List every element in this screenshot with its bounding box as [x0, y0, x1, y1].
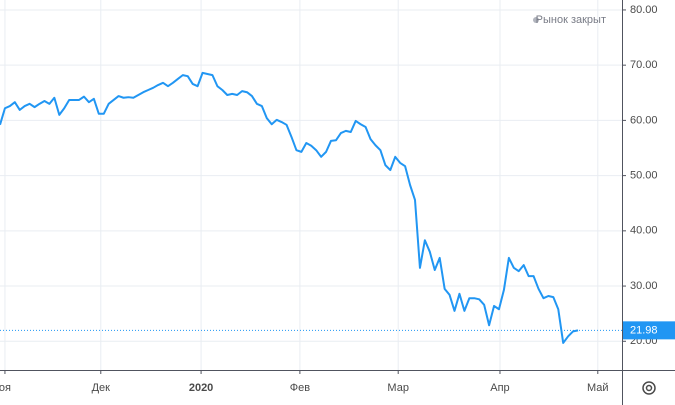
last-price-box	[623, 321, 675, 340]
x-tick-label: 2020	[189, 382, 213, 394]
x-tick-label: оя	[0, 382, 11, 394]
last-price-label: 21.98	[630, 324, 658, 336]
status-dot	[533, 17, 539, 23]
x-tick-label: Фев	[290, 382, 310, 394]
y-tick-label: 60.00	[630, 114, 658, 126]
gear[interactable]	[642, 381, 656, 395]
settings-icon[interactable]	[642, 381, 656, 395]
y-tick-label: 30.00	[630, 280, 658, 292]
x-tick-label: Май	[587, 382, 609, 394]
y-tick-label: 40.00	[630, 225, 658, 237]
price-line	[0, 71, 579, 344]
x-tick-label: Мар	[387, 382, 409, 394]
gear-center[interactable]	[645, 384, 653, 392]
y-tick-label: 70.00	[630, 59, 658, 71]
market-status: Рынок закрыт	[536, 14, 606, 26]
y-tick-label: 80.00	[630, 4, 658, 16]
grid	[0, 0, 622, 370]
y-tick-label: 50.00	[630, 170, 658, 182]
x-tick-label: Дек	[92, 382, 111, 394]
x-tick-label: Апр	[490, 382, 509, 394]
